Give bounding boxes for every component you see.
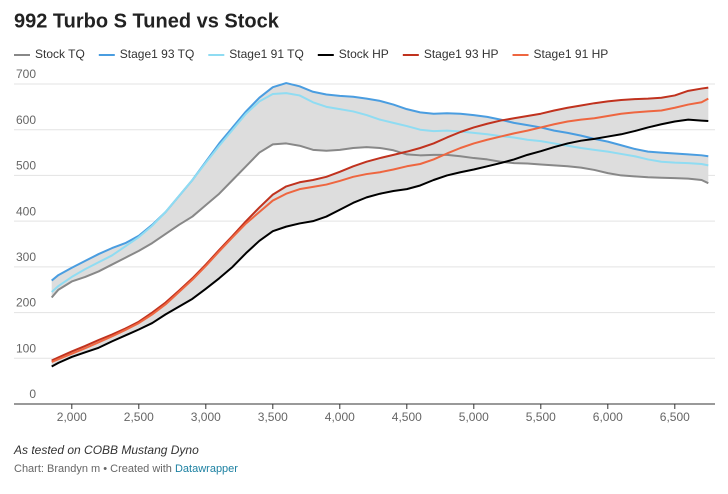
legend-item: Stock HP bbox=[317, 47, 389, 61]
x-tick-label: 2,500 bbox=[124, 410, 154, 424]
x-tick-label: 6,000 bbox=[593, 410, 623, 424]
legend-label: Stage1 93 TQ bbox=[120, 47, 195, 61]
x-tick-label: 2,000 bbox=[57, 410, 87, 424]
note: As tested on COBB Mustang Dyno bbox=[13, 443, 199, 457]
legend-item: Stage1 91 TQ bbox=[208, 47, 304, 61]
series-line bbox=[51, 92, 709, 293]
credit-link[interactable]: Datawrapper bbox=[175, 463, 238, 475]
legend-item: Stage1 91 HP bbox=[512, 47, 609, 61]
y-tick-label: 100 bbox=[16, 341, 36, 355]
chart-title: 992 Turbo S Tuned vs Stock bbox=[14, 10, 280, 32]
y-tick-label: 200 bbox=[16, 296, 36, 310]
series-line bbox=[51, 118, 709, 368]
series-line bbox=[50, 142, 709, 299]
credit-text: Chart: Brandyn m • Created with bbox=[14, 463, 175, 475]
x-tick-label: 5,500 bbox=[526, 410, 556, 424]
y-tick-label: 300 bbox=[16, 250, 36, 264]
legend-label: Stock HP bbox=[339, 47, 389, 61]
y-tick-label: 400 bbox=[16, 204, 36, 218]
x-tick-label: 4,500 bbox=[392, 410, 422, 424]
x-tick-label: 3,500 bbox=[258, 410, 288, 424]
legend-item: Stock TQ bbox=[14, 47, 85, 61]
legend-item: Stage1 93 HP bbox=[402, 47, 499, 61]
x-tick-label: 5,000 bbox=[459, 410, 489, 424]
series-line bbox=[51, 86, 709, 362]
y-tick-label: 600 bbox=[16, 113, 36, 127]
x-tick-label: 3,000 bbox=[191, 410, 221, 424]
legend-item: Stage1 93 TQ bbox=[98, 47, 195, 61]
legend-label: Stock TQ bbox=[35, 47, 85, 61]
y-tick-label: 700 bbox=[16, 67, 36, 81]
legend-label: Stage1 93 HP bbox=[424, 47, 499, 61]
series-line bbox=[51, 97, 709, 363]
credit: Chart: Brandyn m • Created with Datawrap… bbox=[14, 463, 238, 475]
legend-label: Stage1 91 TQ bbox=[229, 47, 304, 61]
x-tick-label: 6,500 bbox=[660, 410, 690, 424]
x-tick-label: 4,000 bbox=[325, 410, 355, 424]
legend-label: Stage1 91 HP bbox=[534, 47, 609, 61]
y-tick-label: 0 bbox=[29, 387, 36, 401]
y-tick-label: 500 bbox=[16, 159, 36, 173]
